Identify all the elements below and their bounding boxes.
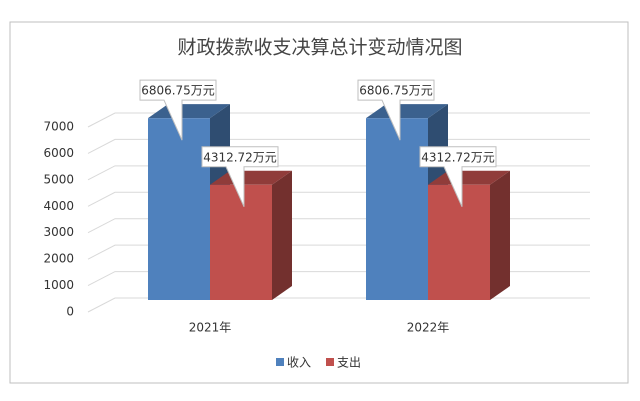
data-label: 6806.75万元	[141, 84, 215, 98]
legend-label: 收入	[287, 356, 311, 370]
callout	[419, 146, 497, 207]
y-tick-label: 4000	[43, 199, 74, 213]
y-tick-label: 7000	[43, 120, 74, 134]
bar-side	[272, 170, 292, 300]
legend-swatch	[326, 358, 334, 366]
callout	[139, 79, 217, 141]
y-tick-label: 2000	[43, 252, 74, 266]
bar-side	[490, 170, 510, 300]
data-label: 4312.72万元	[421, 150, 495, 164]
x-tick-label: 2021年	[189, 321, 232, 335]
legend-swatch	[276, 358, 284, 366]
bar	[148, 118, 210, 300]
bar	[428, 184, 490, 300]
y-tick-label: 1000	[43, 278, 74, 292]
callout	[201, 146, 279, 207]
callout	[357, 79, 435, 141]
data-label: 4312.72万元	[203, 150, 277, 164]
bar	[210, 184, 272, 300]
y-tick-label: 6000	[43, 146, 74, 160]
bar	[366, 118, 428, 300]
y-tick-label: 3000	[43, 225, 74, 239]
x-tick-label: 2022年	[407, 321, 450, 335]
legend-label: 支出	[337, 356, 361, 370]
chart-frame	[9, 21, 629, 384]
y-tick-label: 5000	[43, 172, 74, 186]
y-tick-label: 0	[66, 305, 74, 319]
data-label: 6806.75万元	[359, 84, 433, 98]
chart-title: 财政拨款收支决算总计变动情况图	[177, 37, 462, 59]
